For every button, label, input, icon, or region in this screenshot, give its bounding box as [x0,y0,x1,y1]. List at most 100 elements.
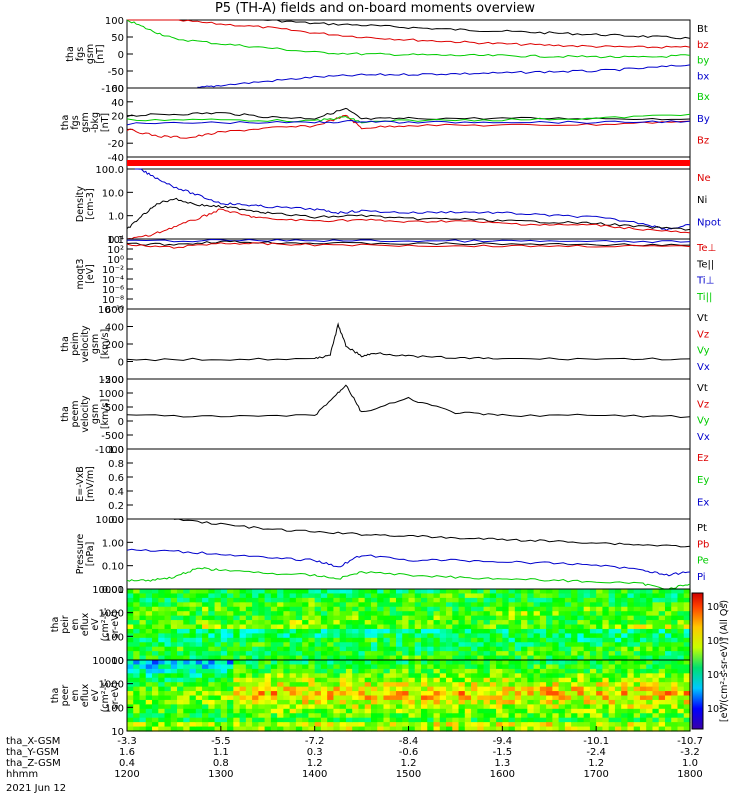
heatmap-cell [421,677,428,683]
heatmap-cell [583,615,591,621]
heatmap-cell [339,708,347,714]
heatmap-cell [270,611,278,617]
heatmap-cell [289,708,297,714]
heatmap-cell [483,677,491,683]
heatmap-cell [152,606,159,612]
heatmap-cell [152,691,159,697]
heatmap-cell [664,664,672,670]
heatmap-cell [408,633,416,639]
heatmap-cell [158,620,166,626]
heatmap-cell [145,633,153,639]
heatmap-cell [177,615,184,621]
heatmap-cell [639,597,647,603]
heatmap-cell [621,593,629,599]
heatmap-cell [327,628,335,634]
heatmap-cell [158,722,166,728]
heatmap-cell [252,664,259,670]
heatmap-cell [152,660,159,666]
heatmap-cell [389,691,397,697]
heatmap-cell [646,704,654,710]
heatmap-cell [552,660,560,666]
heatmap-cell [302,620,310,626]
heatmap-cell [345,651,353,657]
heatmap-cell [546,642,553,648]
heatmap-cell [508,691,516,697]
y-tick-label: 0.8 [108,459,124,470]
heatmap-cell [183,606,191,612]
heatmap-cell [283,615,291,621]
heatmap-cell [664,620,672,626]
heatmap-cell [264,637,272,643]
heatmap-cell [471,682,478,688]
heatmap-cell [152,602,159,608]
heatmap-cell [270,726,278,732]
heatmap-cell [421,597,428,603]
heatmap-cell [508,611,516,617]
heatmap-cell [596,704,604,710]
heatmap-cell [458,660,466,666]
heatmap-cell [139,717,147,723]
heatmap-cell [621,646,629,652]
heatmap-cell [320,722,328,728]
heatmap-cell [502,677,510,683]
heatmap-cell [521,646,528,652]
heatmap-cell [652,673,660,679]
heatmap-cell [633,597,641,603]
heatmap-cell [446,664,453,670]
heatmap-cell [583,699,591,705]
heatmap-cell [270,722,278,728]
heatmap-cell [583,642,591,648]
heatmap-cell [521,611,528,617]
heatmap-cell [283,646,291,652]
heatmap-cell [245,704,253,710]
heatmap-cell [602,637,610,643]
heatmap-cell [327,646,335,652]
heatmap-cell [458,682,466,688]
heatmap-cell [220,642,228,648]
heatmap-cell [258,682,266,688]
series-line-Vt [126,322,691,362]
heatmap-cell [295,682,303,688]
heatmap-cell [439,602,447,608]
heatmap-cell [614,673,622,679]
heatmap-cell [164,677,172,683]
heatmap-cell [639,686,647,692]
y-axis-label: [km/s] [100,329,111,359]
heatmap-cell [596,628,604,634]
heatmap-cell [677,655,685,661]
heatmap-cell [383,682,391,688]
heatmap-cell [552,682,560,688]
heatmap-cell [352,606,360,612]
heatmap-cell [183,686,191,692]
heatmap-cell [345,699,353,705]
heatmap-cell [658,682,666,688]
heatmap-cell [614,660,622,666]
heatmap-cell [245,691,253,697]
heatmap-cell [627,624,635,630]
heatmap-cell [571,726,578,732]
heatmap-cell [471,668,478,674]
heatmap-cell [414,673,422,679]
y-tick-label: 10⁻⁸ [102,295,124,306]
heatmap-cell [252,655,259,661]
heatmap-cell [608,699,616,705]
heatmap-cell [646,602,654,608]
y-tick-label: 10⁴ [107,235,124,246]
heatmap-cell [439,589,447,595]
heatmap-cell [327,655,335,661]
heatmap-cell [658,606,666,612]
heatmap-cell [364,602,372,608]
heatmap-cell [427,597,435,603]
heatmap-cell [189,606,197,612]
heatmap-cell [427,691,435,697]
heatmap-cell [489,611,497,617]
heatmap-cell [521,695,528,701]
heatmap-cell [577,651,585,657]
heatmap-cell [639,642,647,648]
heatmap-cell [414,651,422,657]
heatmap-cell [233,677,241,683]
heatmap-cell [652,668,660,674]
heatmap-cell [652,646,660,652]
heatmap-cell [639,664,647,670]
heatmap-cell [502,713,510,719]
